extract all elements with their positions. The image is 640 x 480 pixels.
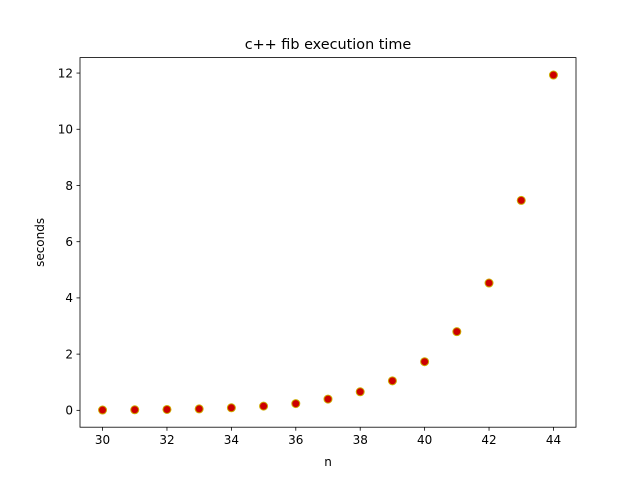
- x-tick-label: 32: [159, 433, 174, 447]
- data-point: [452, 327, 462, 337]
- data-point: [162, 404, 172, 414]
- x-tick-label: 34: [224, 433, 239, 447]
- data-point: [420, 357, 430, 367]
- x-tick-label: 40: [417, 433, 432, 447]
- x-tick-label: 38: [353, 433, 368, 447]
- x-axis-ticks: 30 32 34 36 38 40 42 44: [95, 427, 561, 447]
- data-point: [323, 394, 333, 404]
- y-axis-ticks: 0 2 4 6 8 10 12: [58, 66, 80, 418]
- x-tick-label: 42: [481, 433, 496, 447]
- data-point: [226, 403, 236, 413]
- data-point: [387, 376, 397, 386]
- data-points: [98, 70, 558, 415]
- y-tick-label: 6: [65, 235, 73, 249]
- data-point: [259, 401, 269, 411]
- x-axis-label: n: [324, 455, 332, 469]
- y-tick-label: 4: [65, 291, 73, 305]
- y-tick-label: 10: [58, 123, 73, 137]
- plot-area: [80, 57, 576, 428]
- chart-title: c++ fib execution time: [245, 37, 412, 53]
- x-tick-label: 36: [288, 433, 303, 447]
- data-point: [291, 399, 301, 409]
- data-point: [355, 387, 365, 397]
- y-axis-label: seconds: [33, 218, 47, 267]
- x-tick-label: 30: [95, 433, 110, 447]
- x-tick-label: 44: [546, 433, 561, 447]
- y-tick-label: 2: [65, 347, 73, 361]
- data-point: [194, 404, 204, 414]
- y-tick-label: 8: [65, 179, 73, 193]
- data-point: [130, 405, 140, 415]
- y-tick-label: 12: [58, 66, 73, 80]
- data-point: [484, 278, 494, 288]
- data-point: [548, 70, 558, 80]
- y-tick-label: 0: [65, 404, 73, 418]
- data-point: [98, 405, 108, 415]
- data-point: [516, 195, 526, 205]
- plot-frame: [79, 57, 577, 428]
